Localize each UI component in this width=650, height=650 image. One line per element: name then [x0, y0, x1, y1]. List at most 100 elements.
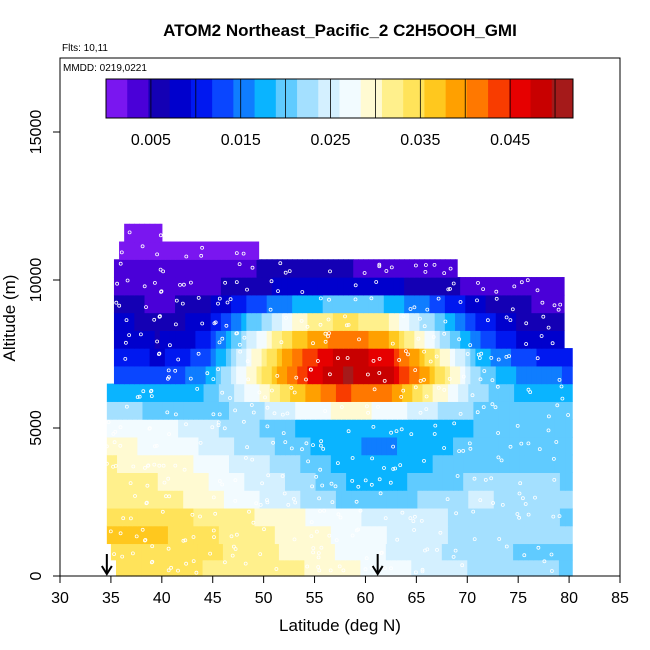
sample-point	[133, 494, 137, 498]
sample-point	[413, 368, 418, 373]
heatmap-cell	[564, 559, 570, 577]
heatmap-cell	[473, 472, 480, 491]
heatmap-cell	[559, 507, 566, 527]
heatmap-cell	[480, 330, 487, 349]
heatmap-cell	[178, 454, 184, 473]
sample-point	[477, 356, 482, 360]
sample-point	[416, 336, 421, 341]
heatmap-cell	[533, 559, 540, 577]
heatmap-cell	[565, 383, 571, 402]
heatmap-cell	[129, 348, 135, 367]
heatmap-cell	[493, 507, 500, 527]
heatmap-cell	[246, 277, 253, 296]
heatmap-cell	[317, 259, 324, 278]
heatmap-cell	[468, 419, 474, 438]
sample-point	[526, 512, 531, 517]
heatmap-cell	[480, 348, 487, 367]
sample-point	[377, 262, 382, 267]
sample-point	[269, 388, 274, 393]
heatmap-cell	[169, 348, 176, 367]
heatmap-cell	[162, 490, 169, 509]
heatmap-cell	[460, 348, 466, 367]
heatmap-cell	[483, 507, 490, 527]
heatmap-cell	[444, 312, 451, 331]
heatmap-cell	[500, 312, 507, 331]
heatmap-cell	[253, 559, 260, 577]
sample-point	[420, 569, 425, 574]
heatmap-cell	[249, 525, 256, 545]
sample-point	[424, 407, 429, 412]
heatmap-cell	[256, 348, 263, 367]
heatmap-cell	[167, 419, 174, 438]
heatmap-cell	[462, 543, 468, 561]
heatmap-cell	[139, 365, 146, 385]
heatmap-cell	[516, 330, 522, 349]
heatmap-cell	[264, 401, 271, 420]
heatmap-cell	[264, 436, 271, 456]
heatmap-cell	[233, 559, 239, 577]
heatmap-cell	[271, 277, 278, 296]
sample-point	[211, 528, 216, 533]
heatmap-cell	[273, 559, 280, 577]
sample-point	[241, 251, 246, 256]
heatmap-cell	[198, 383, 205, 402]
sample-point	[165, 376, 170, 381]
heatmap-cell	[447, 525, 454, 545]
heatmap-cell	[458, 507, 464, 527]
heatmap-cell	[414, 365, 421, 385]
heatmap-cell	[381, 401, 388, 420]
heatmap-cell	[391, 472, 398, 491]
heatmap-cell	[236, 277, 242, 296]
heatmap-cell	[173, 507, 179, 527]
sample-point	[433, 423, 438, 428]
heatmap-cell	[475, 294, 482, 314]
heatmap-cell	[429, 294, 436, 314]
heatmap-cell	[200, 277, 207, 296]
heatmap-cell	[393, 277, 400, 296]
sample-point	[318, 467, 323, 472]
heatmap-cell	[164, 277, 171, 296]
sample-point	[289, 385, 294, 390]
sample-point	[412, 305, 417, 310]
heatmap-cell	[246, 312, 253, 331]
sample-point	[112, 440, 117, 445]
heatmap-cell	[570, 401, 573, 420]
heatmap-cell	[147, 525, 154, 545]
sample-point	[389, 566, 393, 571]
heatmap-cell	[570, 490, 573, 509]
heatmap-cell	[509, 472, 515, 491]
heatmap-cell	[187, 559, 193, 577]
sample-point	[350, 478, 355, 483]
heatmap-cell	[117, 472, 123, 491]
heatmap-cell	[549, 401, 556, 420]
heatmap-cell	[256, 330, 263, 349]
heatmap-cell	[129, 330, 135, 349]
sample-point	[376, 404, 380, 409]
heatmap-cell	[417, 525, 424, 545]
heatmap-cell	[271, 294, 278, 314]
heatmap-cell	[570, 525, 573, 545]
heatmap-cell	[503, 472, 510, 491]
heatmap-cell	[402, 490, 408, 509]
heatmap-cell	[269, 472, 276, 491]
heatmap-cell	[570, 436, 573, 456]
heatmap-cell	[162, 454, 169, 473]
heatmap-cell	[302, 365, 309, 385]
heatmap-cell	[455, 365, 461, 385]
sample-point	[309, 534, 314, 538]
heatmap-cell	[281, 277, 288, 296]
heatmap-cell	[147, 436, 154, 456]
sample-point	[145, 463, 150, 468]
heatmap-cell	[300, 383, 306, 402]
sample-point	[320, 483, 325, 488]
heatmap-cell	[429, 348, 436, 367]
sample-point	[363, 478, 368, 483]
sample-point	[395, 537, 400, 542]
heatmap-cell	[524, 525, 530, 545]
heatmap-cell	[248, 559, 255, 577]
heatmap-cell	[223, 507, 230, 527]
heatmap-cell	[322, 365, 329, 385]
heatmap-cell	[411, 559, 417, 577]
heatmap-cell	[453, 383, 459, 402]
sample-point	[125, 404, 129, 409]
